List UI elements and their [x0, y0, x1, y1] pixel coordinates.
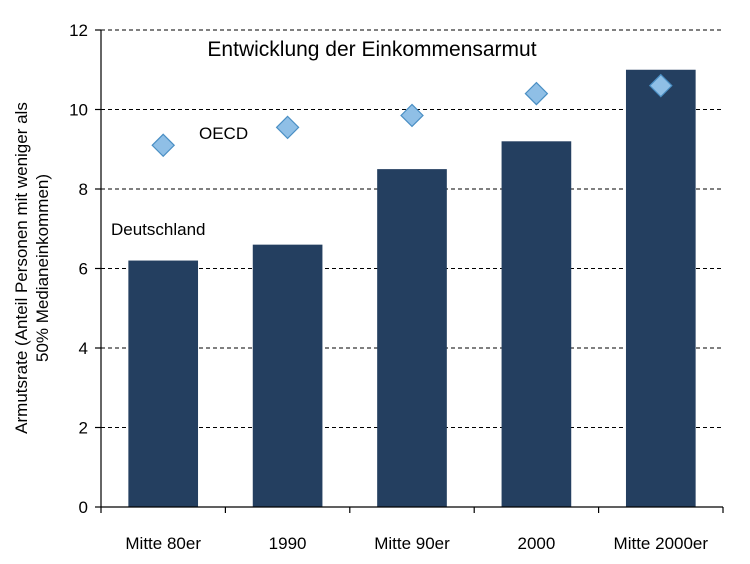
axes: [95, 29, 724, 513]
bar-series: [128, 69, 696, 508]
bar-deutschland: [252, 244, 323, 507]
bar-deutschland: [501, 141, 572, 508]
y-tick-label: 0: [79, 498, 88, 517]
bar-deutschland: [128, 260, 199, 507]
y-axis-label-line-2: 50% Medianeinkommen): [33, 174, 52, 362]
x-tick-label: 1990: [269, 534, 307, 553]
y-axis-label-line-1: Armutsrate (Anteil Personen mit weniger …: [12, 102, 31, 434]
x-tick-label: 2000: [517, 534, 555, 553]
y-tick-label: 4: [79, 339, 88, 358]
marker-series: [151, 73, 673, 158]
chart-title: Entwicklung der Einkommensarmut: [207, 38, 536, 61]
x-tick-label: Mitte 80er: [125, 534, 201, 553]
annotation-oecd: OECD: [199, 124, 248, 143]
marker-oecd: [151, 133, 176, 158]
y-tick-label: 8: [79, 180, 88, 199]
marker-oecd: [275, 115, 300, 140]
y-tick-label: 2: [79, 419, 88, 438]
x-tick-labels: Mitte 80er 1990 Mitte 90er 2000 Mitte 2000er: [125, 534, 708, 553]
bar-deutschland: [377, 169, 447, 507]
bar-deutschland: [625, 69, 696, 507]
x-tick-label: Mitte 90er: [374, 534, 450, 553]
y-tick-label: 6: [79, 260, 88, 279]
annotation-deutschland: Deutschland: [111, 220, 206, 239]
y-tick-label: 10: [69, 101, 88, 120]
marker-oecd: [400, 103, 424, 128]
y-tick-label: 12: [69, 21, 88, 40]
y-tick-labels: 0 2 4 6 8 10 12: [69, 21, 88, 517]
marker-oecd: [524, 81, 549, 106]
marker-oecd: [648, 73, 673, 98]
x-tick-label: Mitte 2000er: [614, 534, 709, 553]
